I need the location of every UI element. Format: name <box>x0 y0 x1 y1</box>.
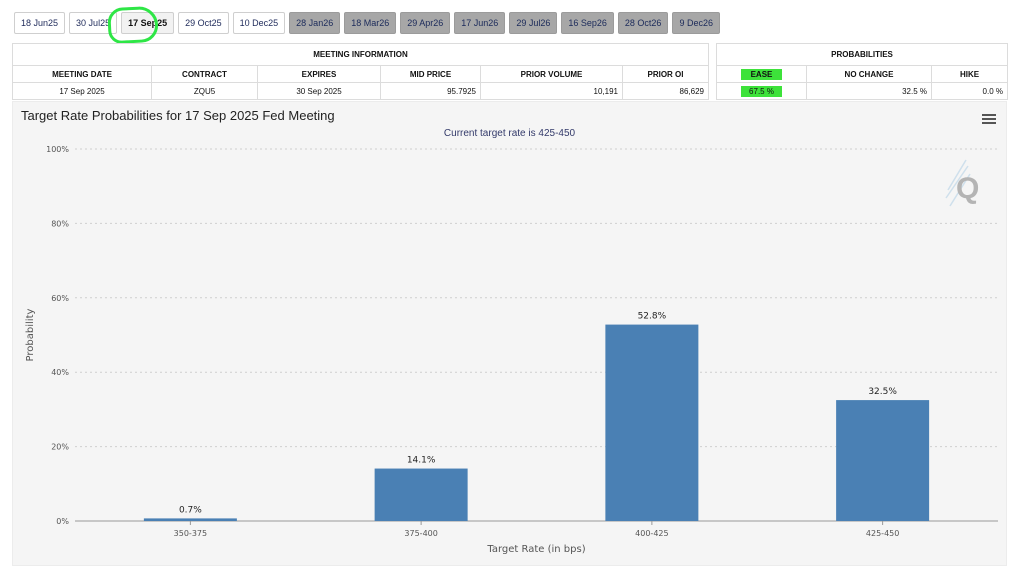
col-ease-cell: EASE <box>716 65 807 83</box>
prior-volume-value: 10,191 <box>480 82 623 100</box>
y-tick-label: 0% <box>56 517 69 526</box>
col-mid-price: MID PRICE <box>380 65 481 83</box>
tab-18-jun25[interactable]: 18 Jun25 <box>14 12 66 34</box>
no-change-value: 32.5 % <box>806 82 932 100</box>
tab-28-oct26[interactable]: 28 Oct26 <box>617 12 669 34</box>
mid-price-value: 95.7925 <box>380 82 481 100</box>
bar <box>605 324 699 521</box>
x-tick-label: 400-425 <box>635 529 668 538</box>
tab-29-jul26[interactable]: 29 Jul26 <box>509 12 558 34</box>
y-tick-label: 20% <box>51 443 69 452</box>
tab-18-mar26[interactable]: 18 Mar26 <box>344 12 397 34</box>
bar <box>374 468 468 521</box>
table-row: 17 Sep 2025 ZQU5 30 Sep 2025 95.7925 10,… <box>12 82 709 100</box>
bar-chart: 0% 20% 40% 60% 80% 100% 0.7% 350-375 14.1% 375-40… <box>25 145 998 555</box>
contract-value: ZQU5 <box>151 82 258 100</box>
tab-16-sep26[interactable]: 16 Sep26 <box>561 12 614 34</box>
data-label: 32.5% <box>868 387 897 397</box>
data-label: 0.7% <box>179 505 202 515</box>
tab-28-jan26[interactable]: 28 Jan26 <box>289 12 341 34</box>
y-tick-label: 80% <box>51 219 69 228</box>
y-axis-title: Probability <box>25 308 36 361</box>
tab-29-apr26[interactable]: 29 Apr26 <box>400 12 451 34</box>
ease-value: 67.5 % <box>741 85 782 97</box>
ease-value-cell: 67.5 % <box>716 82 807 100</box>
probabilities-table: PROBABILITIES EASE NO CHANGE HIKE 67.5 %… <box>716 43 1008 100</box>
watermark-logo-icon: Q <box>945 159 979 207</box>
meeting-tabs: 18 Jun25 30 Jul25 17 Sep25 29 Oct25 10 Dec25… <box>14 12 720 36</box>
bar <box>143 518 237 521</box>
col-hike: HIKE <box>931 65 1008 83</box>
y-tick-label: 60% <box>51 294 69 303</box>
data-label: 14.1% <box>407 456 436 466</box>
prior-oi-value: 86,629 <box>622 82 709 100</box>
meeting-date-value: 17 Sep 2025 <box>12 82 152 100</box>
bar <box>836 400 930 521</box>
col-prior-volume: PRIOR VOLUME <box>480 65 623 83</box>
col-meeting-date: MEETING DATE <box>12 65 152 83</box>
chart-subtitle: Current target rate is 425-450 <box>443 128 576 139</box>
col-expires: EXPIRES <box>257 65 381 83</box>
col-ease: EASE <box>740 68 783 80</box>
tab-17-sep25[interactable]: 17 Sep25 <box>121 12 175 34</box>
probabilities-title: PROBABILITIES <box>716 43 1008 66</box>
data-label: 52.8% <box>638 312 667 322</box>
tab-10-dec25[interactable]: 10 Dec25 <box>232 12 286 34</box>
hike-value: 0.0 % <box>931 82 1008 100</box>
svg-text:Q: Q <box>956 172 979 205</box>
chart-panel: Target Rate Probabilities for 17 Sep 202… <box>12 101 1007 566</box>
col-no-change: NO CHANGE <box>806 65 932 83</box>
x-tick-label: 350-375 <box>174 529 207 538</box>
x-tick-label: 375-400 <box>404 529 437 538</box>
expires-value: 30 Sep 2025 <box>257 82 381 100</box>
chart-menu-icon[interactable] <box>982 114 996 124</box>
tab-30-jul25[interactable]: 30 Jul25 <box>69 12 118 34</box>
meeting-information-table: MEETING INFORMATION MEETING DATE CONTRAC… <box>12 43 709 100</box>
y-tick-label: 40% <box>51 368 69 377</box>
x-axis-title: Target Rate (in bps) <box>486 544 585 555</box>
col-prior-oi: PRIOR OI <box>622 65 709 83</box>
tab-9-dec26[interactable]: 9 Dec26 <box>672 12 720 34</box>
table-row: 67.5 % 32.5 % 0.0 % <box>716 82 1008 100</box>
tab-29-oct25[interactable]: 29 Oct25 <box>178 12 229 34</box>
tab-17-jun26[interactable]: 17 Jun26 <box>454 12 506 34</box>
chart-title: Target Rate Probabilities for 17 Sep 202… <box>21 108 335 123</box>
y-tick-label: 100% <box>46 145 69 154</box>
meeting-information-title: MEETING INFORMATION <box>12 43 709 66</box>
x-tick-label: 425-450 <box>866 529 899 538</box>
col-contract: CONTRACT <box>151 65 258 83</box>
